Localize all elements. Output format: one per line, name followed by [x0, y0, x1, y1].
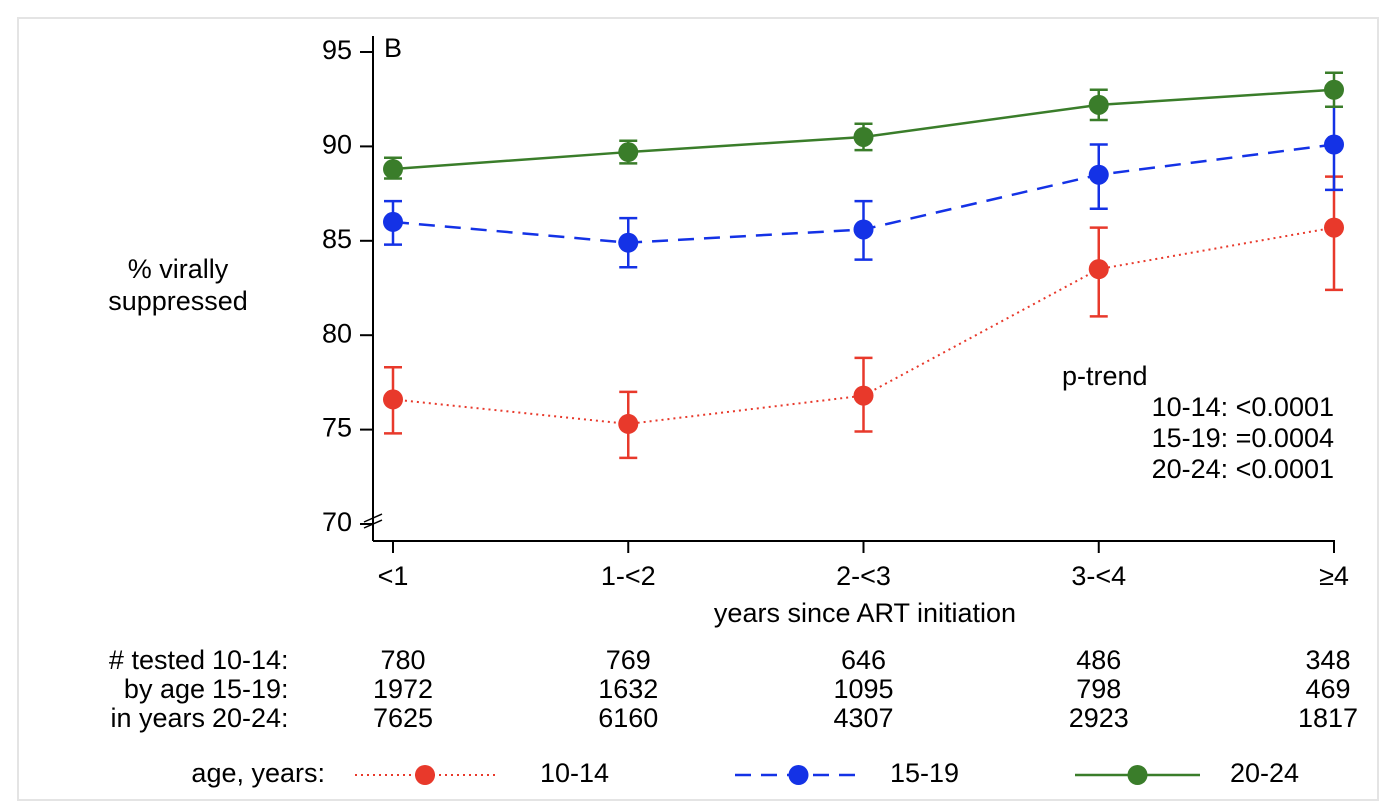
- x-tick-label: ≥4: [1319, 561, 1349, 591]
- legend-marker: [788, 765, 809, 785]
- table-cell: 780: [380, 645, 425, 675]
- point: [383, 159, 403, 180]
- x-tick-label: 1-<2: [601, 561, 656, 591]
- x-tick-label: <1: [378, 561, 409, 591]
- table-cell: 1817: [1298, 703, 1358, 733]
- y-tick-label: 95: [322, 35, 352, 65]
- table-cell: 469: [1305, 674, 1350, 704]
- table-cell: 6160: [598, 703, 658, 733]
- legend-label: 10-14: [540, 758, 609, 788]
- legend-title: age, years:: [191, 758, 325, 788]
- y-tick-label: 75: [322, 413, 352, 443]
- legend-label: 15-19: [890, 758, 959, 788]
- annotation: 20-24: <0.0001: [1152, 454, 1334, 484]
- table-row-label: in years: [110, 703, 205, 733]
- y-tick-label: 80: [322, 318, 352, 348]
- point: [1088, 94, 1109, 115]
- point: [618, 142, 639, 163]
- table-cell: 1632: [598, 674, 658, 704]
- point: [853, 126, 874, 147]
- legend-label: 20-24: [1230, 758, 1299, 788]
- y-axis-label: % virally: [128, 254, 229, 284]
- y-tick-label: 70: [322, 507, 352, 537]
- table-cell: 7625: [373, 703, 433, 733]
- point: [1324, 217, 1344, 238]
- x-axis-label: years since ART initiation: [714, 598, 1016, 628]
- point: [1088, 164, 1109, 185]
- table-cell: 1972: [373, 674, 433, 704]
- point: [383, 211, 403, 232]
- table-row-group: 15-19:: [212, 674, 289, 704]
- y-axis-label: suppressed: [108, 286, 248, 316]
- table-row-group: 20-24:: [212, 703, 289, 733]
- legend-marker: [415, 765, 435, 785]
- point: [853, 219, 874, 240]
- series-line: [392, 226, 1335, 425]
- point: [618, 413, 639, 434]
- legend-marker: [1127, 765, 1148, 785]
- point: [1324, 134, 1344, 155]
- point: [383, 389, 403, 410]
- axis-break: [363, 513, 383, 523]
- annotation: 10-14: <0.0001: [1152, 392, 1334, 422]
- table-row-label: # tested: [109, 645, 205, 675]
- table-cell: 4307: [833, 703, 893, 733]
- annotation: p-trend: [1062, 361, 1148, 391]
- table-cell: 769: [606, 645, 651, 675]
- point: [1088, 259, 1109, 280]
- y-tick-label: 85: [322, 224, 352, 254]
- x-tick-label: 2-<3: [836, 561, 891, 591]
- point: [853, 385, 874, 406]
- table-cell: 646: [841, 645, 886, 675]
- x-tick-label: 3-<4: [1071, 561, 1126, 591]
- panel-label: B: [384, 33, 402, 63]
- point: [618, 232, 639, 253]
- table-cell: 486: [1076, 645, 1121, 675]
- table-cell: 1095: [833, 674, 893, 704]
- frame: [17, 17, 1379, 801]
- annotation: 15-19: =0.0004: [1152, 423, 1334, 453]
- table-cell: 798: [1076, 674, 1121, 704]
- table-cell: 2923: [1069, 703, 1129, 733]
- point: [1324, 79, 1344, 100]
- table-row-group: 10-14:: [212, 645, 289, 675]
- y-tick-label: 90: [322, 130, 352, 160]
- table-row-label: by age: [124, 674, 205, 704]
- table-cell: 348: [1305, 645, 1350, 675]
